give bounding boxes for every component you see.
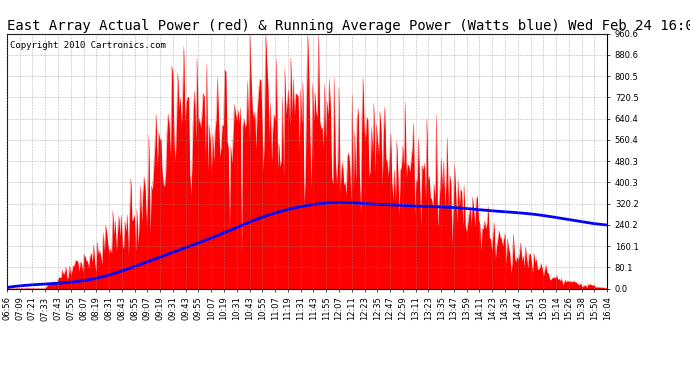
Text: Copyright 2010 Cartronics.com: Copyright 2010 Cartronics.com <box>10 41 166 50</box>
Text: East Array Actual Power (red) & Running Average Power (Watts blue) Wed Feb 24 16: East Array Actual Power (red) & Running … <box>7 19 690 33</box>
